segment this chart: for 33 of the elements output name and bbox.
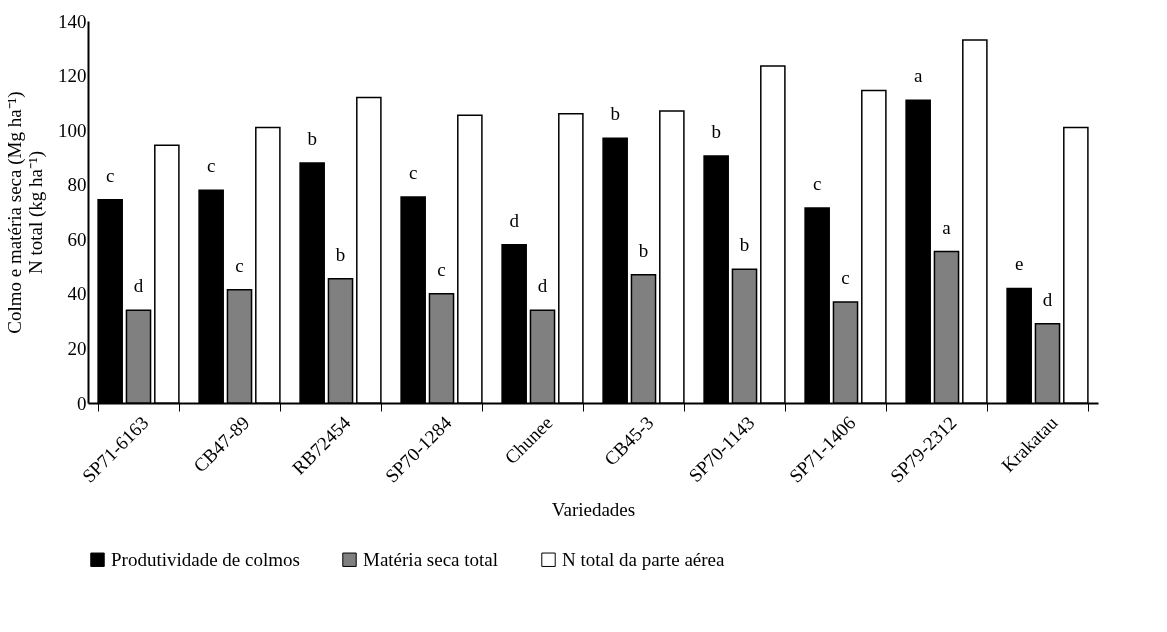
annotation: c bbox=[206, 155, 216, 177]
annotation: e bbox=[1014, 253, 1024, 275]
y-tick-label: 140 bbox=[58, 10, 87, 32]
y-tick-label: 120 bbox=[58, 65, 87, 87]
legend-label: Matéria seca total bbox=[363, 548, 499, 570]
annotation: a bbox=[942, 216, 952, 238]
annotation: b bbox=[610, 103, 620, 125]
y-tick-label: 0 bbox=[77, 392, 87, 414]
annotation: a bbox=[913, 65, 923, 87]
y-tick-label: 80 bbox=[67, 174, 87, 196]
annotation: d bbox=[133, 275, 144, 297]
legend-label: N total da parte aérea bbox=[562, 548, 726, 570]
y-tick-label: 60 bbox=[67, 228, 87, 250]
y-tick-label: 40 bbox=[67, 283, 87, 305]
annotation: b bbox=[307, 127, 317, 149]
annotation: c bbox=[408, 161, 418, 183]
y-axis-title: Colmo e matéria seca (Mg ha⁻¹) N total (kg ha⁻¹) bbox=[4, 91, 47, 334]
legend-label: Produtividade de colmos bbox=[111, 548, 300, 570]
annotation: b bbox=[335, 243, 346, 265]
annotation: c bbox=[235, 254, 244, 276]
annotation: b bbox=[638, 239, 649, 261]
annotation: c bbox=[105, 164, 115, 186]
annotation: d bbox=[1042, 288, 1053, 310]
annotation: d bbox=[509, 209, 520, 231]
annotation: c bbox=[812, 172, 822, 194]
x-axis-title: Variedades bbox=[551, 498, 636, 520]
annotation: c bbox=[437, 258, 446, 280]
annotation: b bbox=[711, 121, 721, 143]
y-tick-label: 20 bbox=[67, 337, 87, 359]
annotation: b bbox=[739, 234, 750, 256]
annotation: d bbox=[537, 275, 548, 297]
y-tick-label: 100 bbox=[58, 119, 87, 141]
annotation: c bbox=[841, 267, 850, 289]
